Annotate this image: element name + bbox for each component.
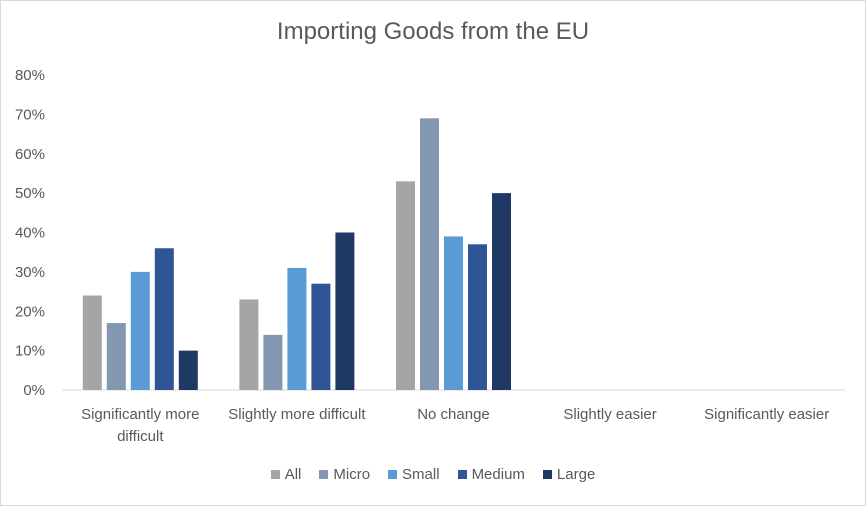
x-category-label: Slightly easier xyxy=(563,406,656,423)
legend-swatch xyxy=(388,470,398,479)
y-tick-label: 80% xyxy=(15,67,45,84)
legend-swatch xyxy=(270,470,280,479)
y-tick-label: 50% xyxy=(15,185,45,202)
legend-label: Large xyxy=(556,466,596,483)
chart-title: Importing Goods from the EU xyxy=(276,18,590,45)
y-tick-label: 30% xyxy=(15,264,45,281)
bar-large xyxy=(335,232,355,390)
y-tick-label: 60% xyxy=(15,146,45,163)
bar-micro xyxy=(106,323,126,390)
bar-medium xyxy=(311,283,331,390)
legend-swatch xyxy=(319,470,329,479)
y-tick-label: 0% xyxy=(23,382,45,399)
bar-small xyxy=(444,236,463,390)
bar-small xyxy=(287,267,307,390)
legend-item: Micro xyxy=(319,466,370,483)
legend-item: Medium xyxy=(457,466,525,483)
legend-item: Large xyxy=(542,466,596,483)
x-category-label: difficult xyxy=(117,428,164,445)
bar-micro xyxy=(263,334,283,390)
bar-large xyxy=(178,350,198,390)
legend-label: Micro xyxy=(333,466,371,483)
x-category-label: Significantly more xyxy=(81,406,199,423)
bar-medium xyxy=(154,248,174,390)
legend-swatch xyxy=(542,470,552,479)
x-category-label: Slightly more difficult xyxy=(228,406,366,423)
bar-all xyxy=(82,295,102,390)
legend-label: Medium xyxy=(471,466,525,483)
bar-large xyxy=(492,193,511,390)
x-category-label: No change xyxy=(417,406,490,423)
bar-all xyxy=(396,181,415,390)
y-tick-label: 10% xyxy=(15,343,45,360)
x-category-label: Significantly easier xyxy=(704,406,829,423)
bar-all xyxy=(239,299,259,390)
legend-swatch xyxy=(457,470,467,479)
legend-item: All xyxy=(270,466,302,483)
legend-item: Small xyxy=(388,466,440,483)
y-tick-label: 20% xyxy=(15,303,45,320)
bar-micro xyxy=(420,118,439,390)
y-tick-label: 40% xyxy=(15,225,45,242)
y-tick-label: 70% xyxy=(15,106,45,123)
chart-legend: All Micro Small Medium Large xyxy=(0,466,866,483)
bar-medium xyxy=(468,244,487,390)
legend-label: All xyxy=(284,466,302,483)
bar-small xyxy=(130,271,150,390)
legend-label: Small xyxy=(402,466,440,483)
